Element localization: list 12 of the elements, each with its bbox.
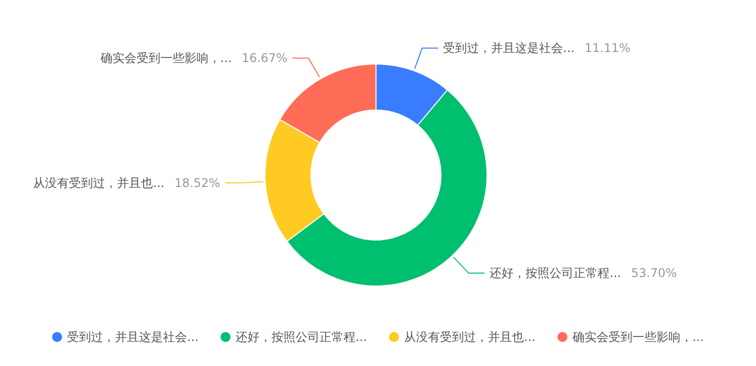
legend-label: 还好，按照公司正常程... — [236, 330, 367, 344]
legend-label: 受到过，并且这是社会... — [67, 330, 199, 344]
data-label: 11.11% — [584, 41, 630, 56]
legend-label: 确实会受到一些影响，... — [571, 330, 704, 344]
slice-label: 受到过，并且这是社会... — [443, 41, 575, 56]
legend-label: 从没有受到过，并且也... — [404, 330, 536, 344]
slice-label: 还好，按照公司正常程... — [490, 266, 622, 280]
data-label: 53.70% — [631, 266, 677, 280]
slice-label: 从没有受到过，并且也... — [33, 176, 164, 190]
data-label: 16.67% — [242, 51, 288, 66]
data-label: 18.52% — [174, 176, 220, 190]
slice-label: 确实会受到一些影响，... — [99, 51, 232, 66]
